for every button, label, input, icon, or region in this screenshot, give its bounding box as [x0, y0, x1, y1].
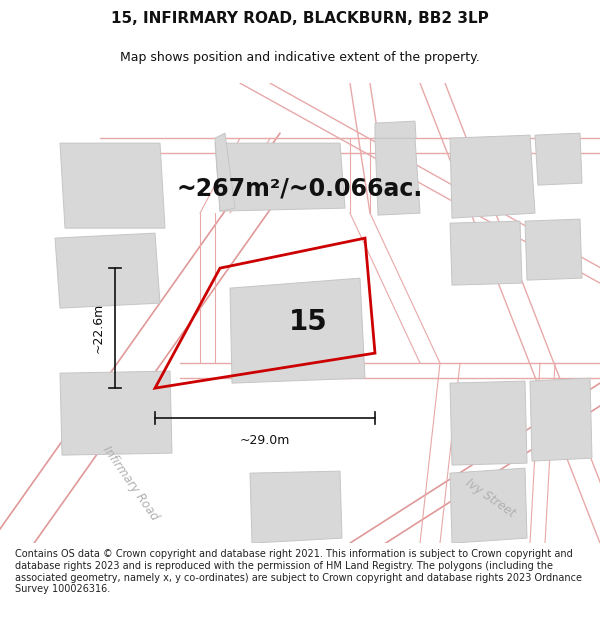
Polygon shape: [60, 143, 165, 228]
Polygon shape: [450, 381, 527, 465]
Text: ~267m²/~0.066ac.: ~267m²/~0.066ac.: [177, 176, 423, 200]
Polygon shape: [60, 371, 172, 455]
Text: Ivy Street: Ivy Street: [463, 476, 517, 520]
Polygon shape: [215, 143, 345, 211]
Polygon shape: [450, 468, 527, 543]
Polygon shape: [535, 133, 582, 185]
Polygon shape: [250, 471, 342, 543]
Polygon shape: [375, 138, 420, 215]
Polygon shape: [450, 221, 522, 285]
Text: Contains OS data © Crown copyright and database right 2021. This information is : Contains OS data © Crown copyright and d…: [15, 549, 582, 594]
Text: 15: 15: [289, 308, 328, 336]
Text: Map shows position and indicative extent of the property.: Map shows position and indicative extent…: [120, 51, 480, 64]
Polygon shape: [215, 133, 235, 211]
Text: Infirmary Road: Infirmary Road: [100, 444, 160, 522]
Text: 15, INFIRMARY ROAD, BLACKBURN, BB2 3LP: 15, INFIRMARY ROAD, BLACKBURN, BB2 3LP: [111, 11, 489, 26]
Polygon shape: [530, 378, 592, 461]
Polygon shape: [525, 219, 582, 280]
Polygon shape: [450, 135, 535, 218]
Polygon shape: [230, 278, 365, 383]
Text: ~22.6m: ~22.6m: [92, 303, 105, 353]
Polygon shape: [55, 233, 160, 308]
Polygon shape: [375, 121, 416, 138]
Text: ~29.0m: ~29.0m: [240, 434, 290, 447]
